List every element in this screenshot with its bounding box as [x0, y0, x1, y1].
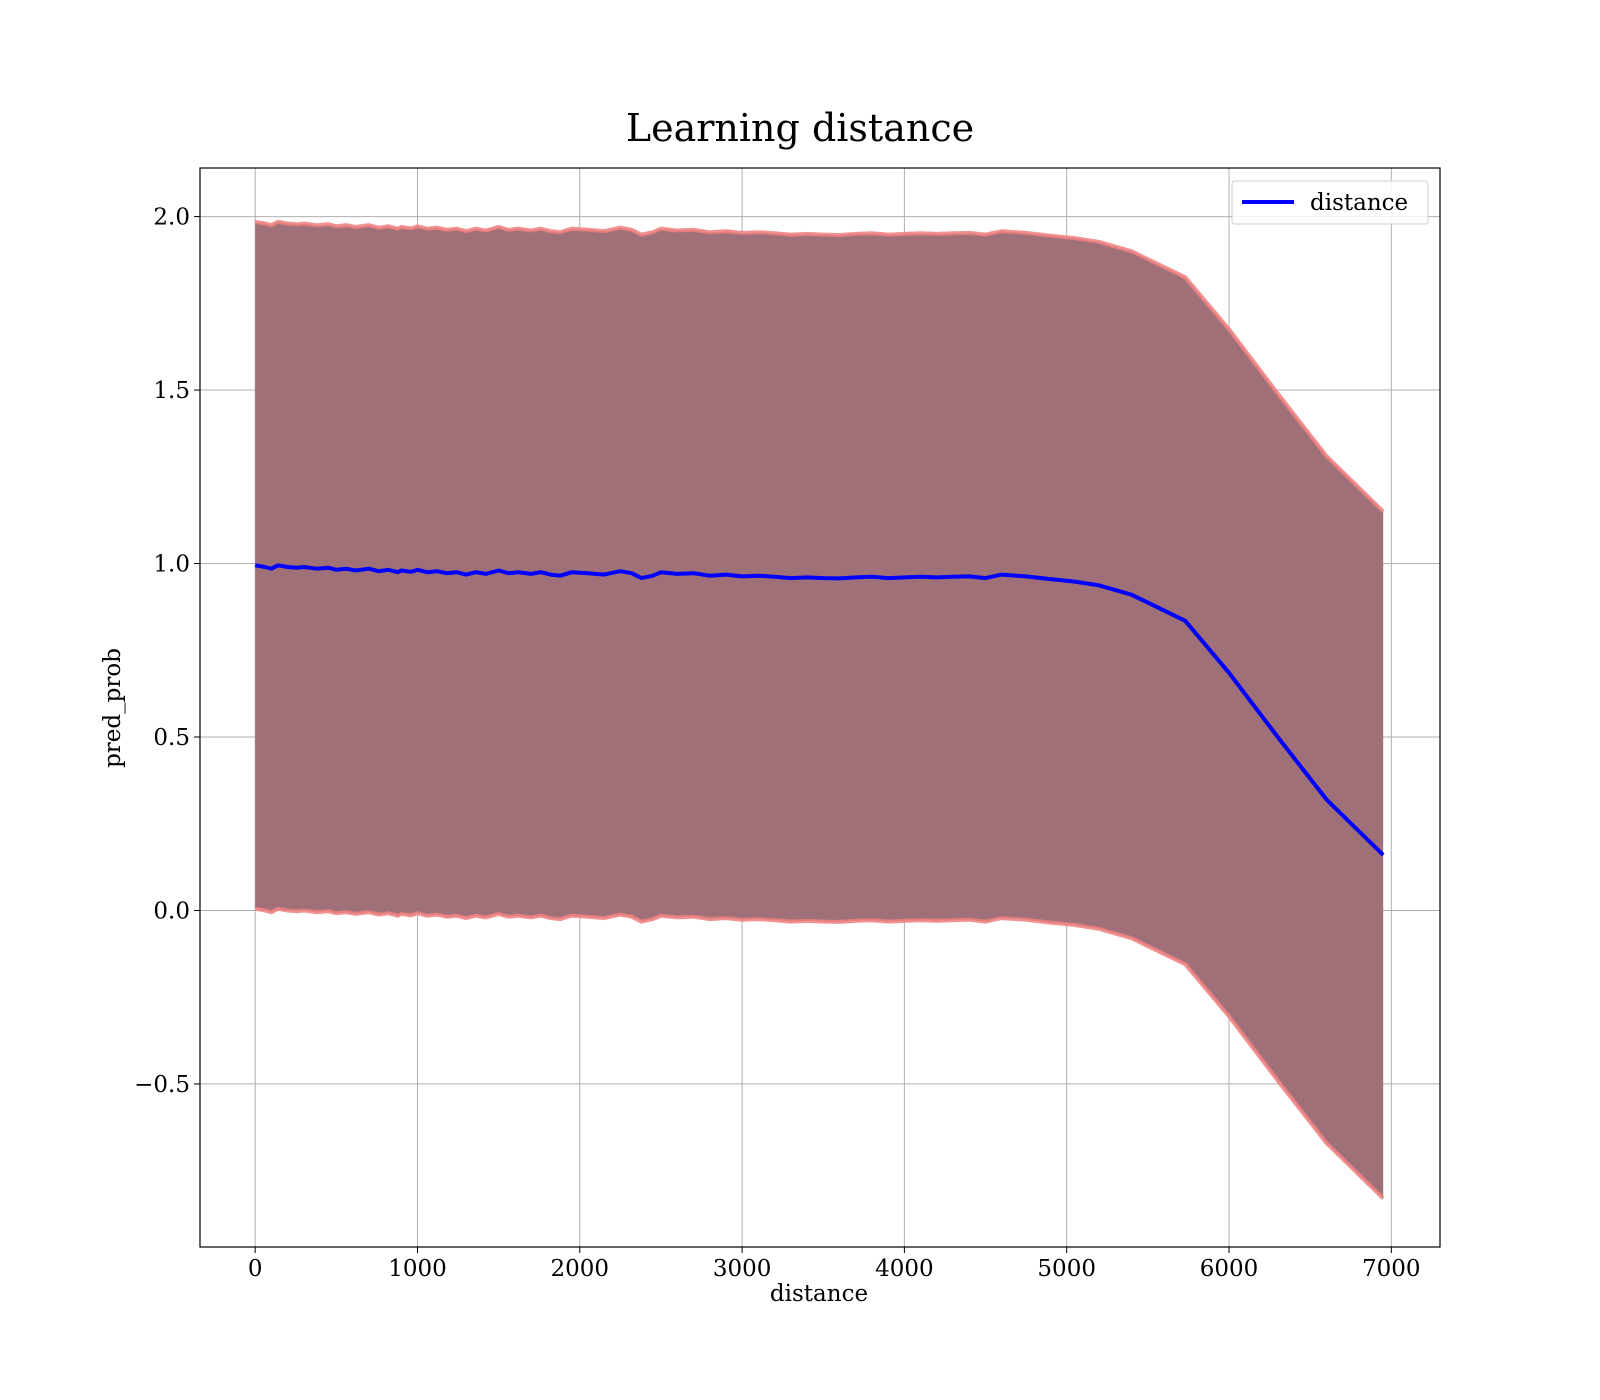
x-tick-label: 2000 [551, 1256, 610, 1282]
y-axis-ticks: −0.5 0.0 0.5 1.0 1.5 2.0 [134, 205, 200, 1098]
x-tick-label: 6000 [1200, 1256, 1259, 1282]
x-tick-label: 5000 [1037, 1256, 1096, 1282]
x-axis-label: distance [770, 1281, 868, 1307]
chart-title: Learning distance [626, 106, 974, 150]
y-tick-label: 0.0 [153, 898, 190, 924]
y-tick-label: 1.0 [153, 552, 190, 578]
band-area [255, 221, 1384, 1199]
band-lower-edge [254, 906, 1385, 1200]
x-tick-label: 0 [248, 1256, 263, 1282]
x-tick-label: 1000 [388, 1256, 447, 1282]
x-tick-label: 7000 [1362, 1256, 1421, 1282]
uncertainty-band [254, 219, 1385, 1200]
x-tick-label: 3000 [713, 1256, 772, 1282]
series-line-distance [254, 563, 1385, 857]
y-tick-label: 2.0 [153, 205, 190, 231]
y-axis-label: pred_prob [100, 648, 126, 768]
y-tick-label: 0.5 [153, 725, 190, 751]
series-lines [254, 563, 1385, 857]
legend: distance [1231, 180, 1429, 225]
legend-box [1231, 180, 1429, 225]
x-tick-label: 4000 [875, 1256, 934, 1282]
x-axis-ticks: 0 1000 2000 3000 4000 5000 6000 7000 [248, 1247, 1421, 1282]
y-tick-label: −0.5 [134, 1072, 190, 1098]
y-tick-label: 1.5 [153, 378, 190, 404]
legend-label-distance: distance [1310, 190, 1408, 216]
band-upper-edge [254, 219, 1385, 513]
plot-frame [199, 167, 1441, 1248]
